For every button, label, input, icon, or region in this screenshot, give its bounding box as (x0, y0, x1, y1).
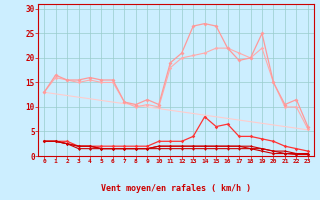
X-axis label: Vent moyen/en rafales ( km/h ): Vent moyen/en rafales ( km/h ) (101, 184, 251, 193)
